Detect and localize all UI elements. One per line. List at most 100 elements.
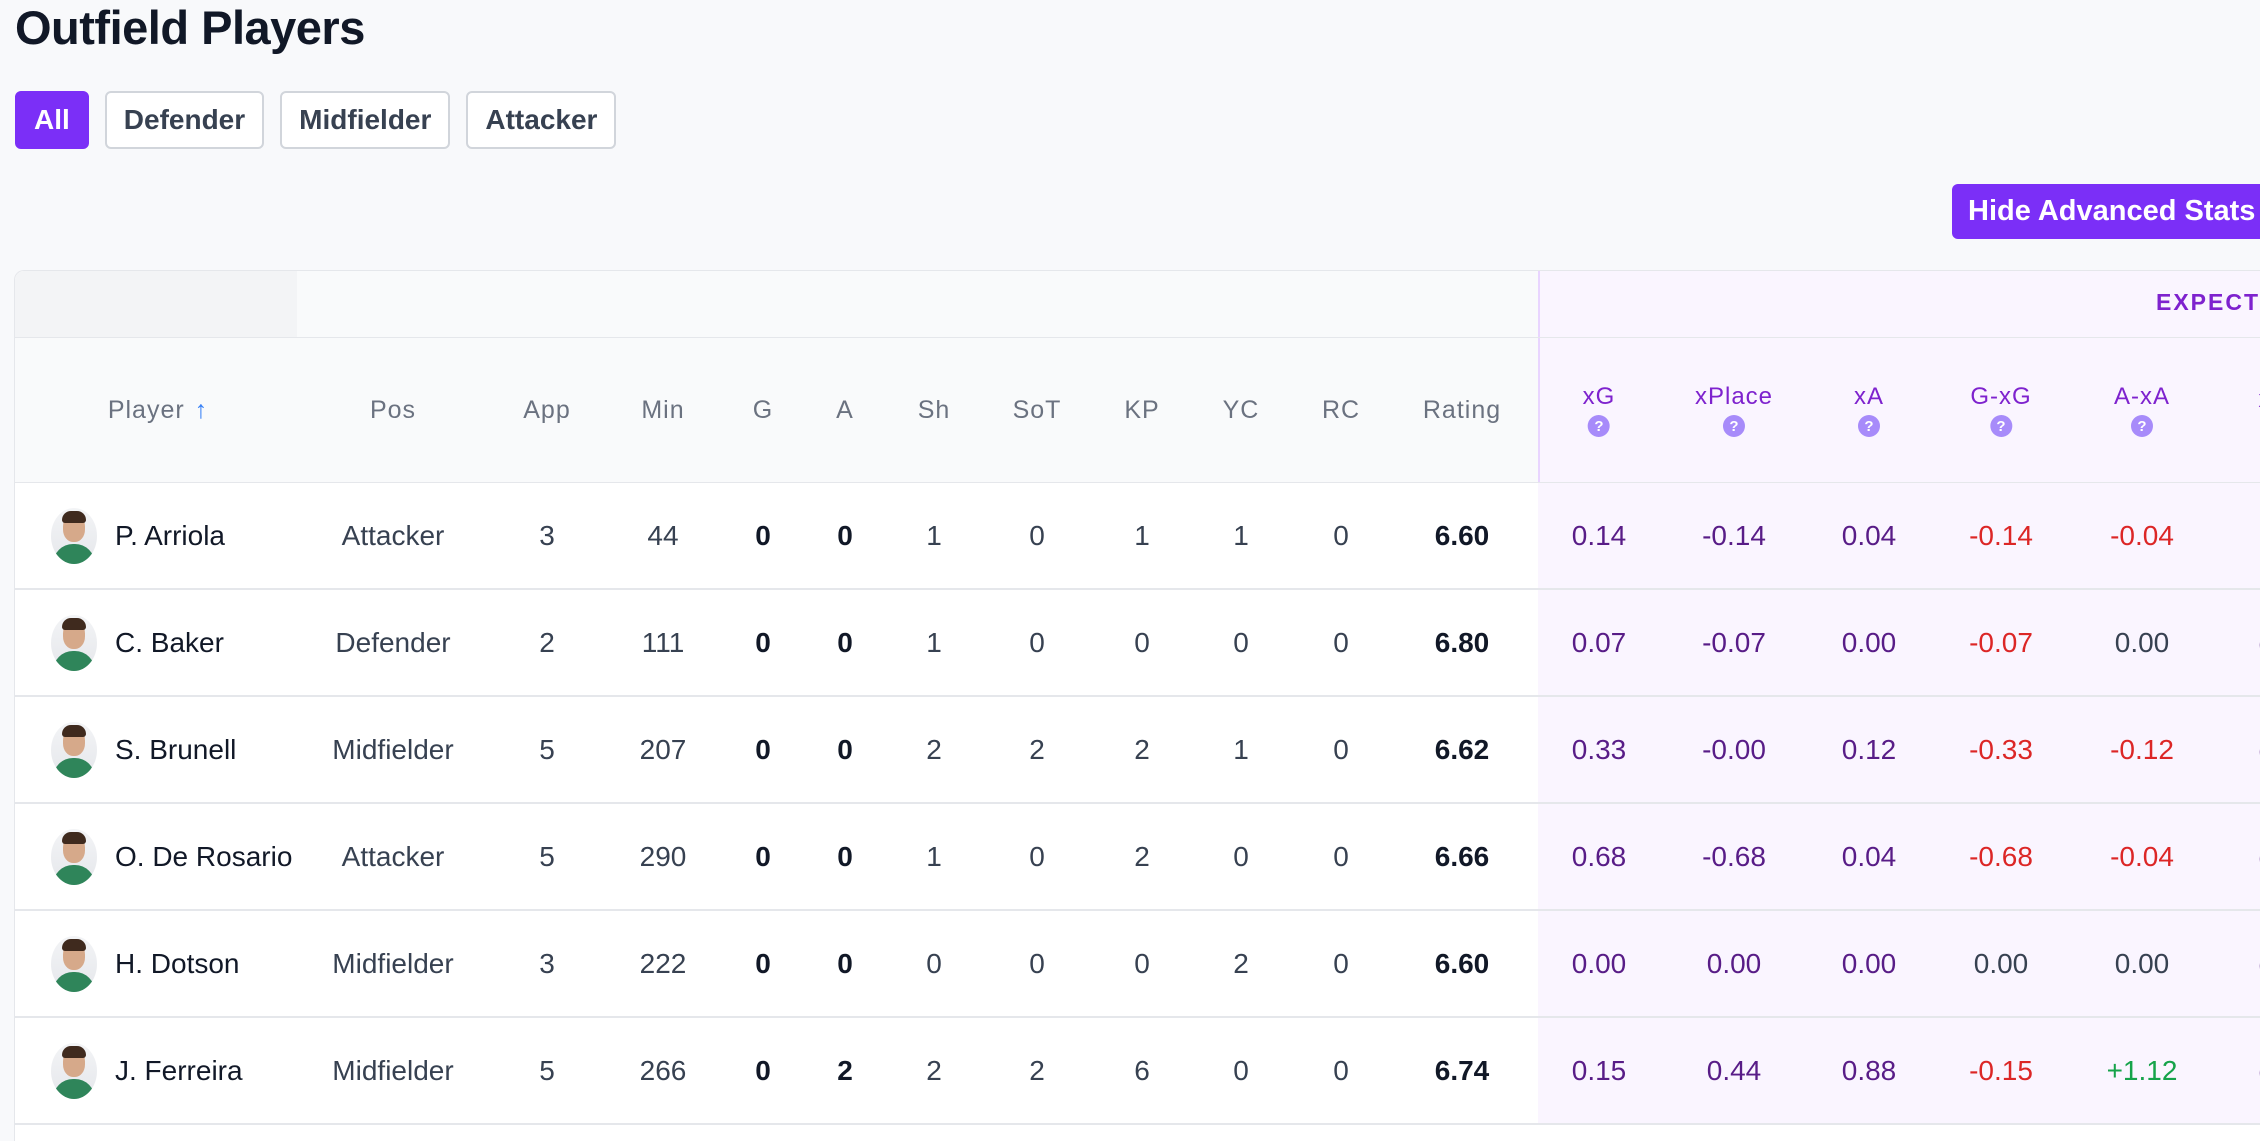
red-cards-cell: 0 (1333, 911, 1349, 1016)
rating-cell: 6.66 (1435, 804, 1490, 909)
table-row[interactable]: S. Brunell Midfielder 5 207 0 0 2 2 2 1 … (15, 697, 2260, 804)
player-name[interactable]: H. Dotson (115, 948, 240, 980)
a-minus-xa-cell: +1.12 (2107, 1018, 2178, 1123)
help-icon[interactable]: ? (2131, 415, 2153, 437)
yellow-cards-cell: 1 (1233, 483, 1249, 588)
key-passes-cell: 6 (1134, 1018, 1150, 1123)
a-minus-xa-cell: 0.00 (2115, 590, 2170, 695)
appearances-cell: 3 (539, 483, 555, 588)
table-row[interactable]: J. Ferreira Midfielder 5 266 0 2 2 2 6 0… (15, 1018, 2260, 1125)
player-avatar (51, 829, 97, 885)
table-row[interactable]: O. De Rosario Attacker 5 290 0 0 1 0 2 0… (15, 804, 2260, 911)
xa-cell: 0.04 (1842, 483, 1897, 588)
g-minus-xg-cell: 0.00 (1974, 911, 2029, 1016)
table-header-row: Player ↑ Pos App Min G A Sh SoT KP YC RC… (15, 338, 2260, 484)
a-minus-xa-cell: 0.00 (2115, 911, 2170, 1016)
goals-cell: 0 (755, 911, 771, 1016)
header-shots-on-target[interactable]: SoT (1013, 338, 1062, 482)
player-name[interactable]: S. Brunell (115, 734, 236, 766)
rating-cell: 6.62 (1435, 697, 1490, 802)
header-goals[interactable]: G (753, 338, 773, 482)
appearances-cell: 2 (539, 590, 555, 695)
assists-cell: 0 (837, 697, 853, 802)
header-assists[interactable]: A (836, 338, 854, 482)
header-xa[interactable]: xA ? (1854, 338, 1884, 482)
player-avatar (51, 508, 97, 564)
help-icon[interactable]: ? (1723, 415, 1745, 437)
xa-cell: 0.00 (1842, 911, 1897, 1016)
xa-cell: 0.88 (1842, 1018, 1897, 1123)
goals-cell: 0 (755, 697, 771, 802)
player-name[interactable]: P. Arriola (115, 520, 225, 552)
header-pos[interactable]: Pos (370, 338, 416, 482)
assists-cell: 0 (837, 590, 853, 695)
player-cell[interactable]: S. Brunell (51, 697, 236, 802)
shots-on-target-cell: 0 (1029, 911, 1045, 1016)
filter-attacker-button[interactable]: Attacker (466, 91, 616, 149)
rating-cell: 6.60 (1435, 911, 1490, 1016)
assists-cell: 0 (837, 804, 853, 909)
minutes-cell: 44 (647, 483, 678, 588)
help-icon[interactable]: ? (1990, 415, 2012, 437)
xplace-cell: 0.44 (1707, 1018, 1762, 1123)
shots-cell: 2 (926, 1018, 942, 1123)
player-cell[interactable]: P. Arriola (51, 483, 225, 588)
table-row[interactable]: C. Baker Defender 2 111 0 0 1 0 0 0 0 6.… (15, 590, 2260, 697)
header-player[interactable]: Player ↑ (108, 338, 208, 482)
sort-ascending-icon[interactable]: ↑ (195, 396, 209, 425)
player-avatar (51, 615, 97, 671)
header-player-label: Player (108, 396, 185, 425)
xg-cell: 0.07 (1572, 590, 1627, 695)
header-xg[interactable]: xG ? (1583, 338, 1616, 482)
g-minus-xg-cell: -0.07 (1969, 590, 2033, 695)
filter-midfielder-button[interactable]: Midfielder (280, 91, 450, 149)
player-cell[interactable]: O. De Rosario (51, 804, 292, 909)
appearances-cell: 5 (539, 1018, 555, 1123)
filter-all-button[interactable]: All (15, 91, 89, 149)
shots-cell: 2 (926, 697, 942, 802)
header-min[interactable]: Min (641, 338, 684, 482)
filter-defender-button[interactable]: Defender (105, 91, 264, 149)
header-g-minus-xg[interactable]: G-xG ? (1970, 338, 2031, 482)
shots-on-target-cell: 2 (1029, 697, 1045, 802)
xg-cell: 0.15 (1572, 1018, 1627, 1123)
header-shots[interactable]: Sh (918, 338, 951, 482)
help-icon[interactable]: ? (1858, 415, 1880, 437)
minutes-cell: 111 (642, 590, 685, 695)
appearances-cell: 5 (539, 804, 555, 909)
table-row[interactable]: P. Arriola Attacker 3 44 0 0 1 0 1 1 0 6… (15, 483, 2260, 590)
xg-cell: 0.14 (1572, 483, 1627, 588)
xa-cell: 0.04 (1842, 804, 1897, 909)
header-rating[interactable]: Rating (1423, 338, 1501, 482)
yellow-cards-cell: 1 (1233, 697, 1249, 802)
header-key-passes[interactable]: KP (1124, 338, 1159, 482)
yellow-cards-cell: 2 (1233, 911, 1249, 1016)
help-icon[interactable]: ? (1588, 415, 1610, 437)
shots-on-target-cell: 0 (1029, 483, 1045, 588)
xa-cell: 0.12 (1842, 697, 1897, 802)
player-avatar (51, 936, 97, 992)
assists-cell: 0 (837, 483, 853, 588)
shots-cell: 1 (926, 804, 942, 909)
player-name[interactable]: J. Ferreira (115, 1055, 243, 1087)
player-cell[interactable]: H. Dotson (51, 911, 240, 1016)
header-yellow-cards[interactable]: YC (1223, 338, 1260, 482)
key-passes-cell: 0 (1134, 590, 1150, 695)
header-app[interactable]: App (523, 338, 570, 482)
player-name[interactable]: C. Baker (115, 627, 224, 659)
assists-cell: 2 (837, 1018, 853, 1123)
player-cell[interactable]: C. Baker (51, 590, 224, 695)
hide-advanced-stats-button[interactable]: Hide Advanced Stats (1952, 184, 2260, 239)
header-red-cards[interactable]: RC (1322, 338, 1360, 482)
xplace-cell: -0.07 (1702, 590, 1766, 695)
rating-cell: 6.80 (1435, 590, 1490, 695)
table-row[interactable]: H. Dotson Midfielder 3 222 0 0 0 0 0 2 0… (15, 911, 2260, 1018)
player-name[interactable]: O. De Rosario (115, 841, 292, 873)
shots-on-target-cell: 0 (1029, 590, 1045, 695)
key-passes-cell: 2 (1134, 804, 1150, 909)
xplace-cell: 0.00 (1707, 911, 1762, 1016)
header-xplace[interactable]: xPlace ? (1695, 338, 1773, 482)
advanced-group-header (1538, 271, 2260, 337)
player-cell[interactable]: J. Ferreira (51, 1018, 243, 1123)
header-a-minus-xa[interactable]: A-xA ? (2114, 338, 2170, 482)
